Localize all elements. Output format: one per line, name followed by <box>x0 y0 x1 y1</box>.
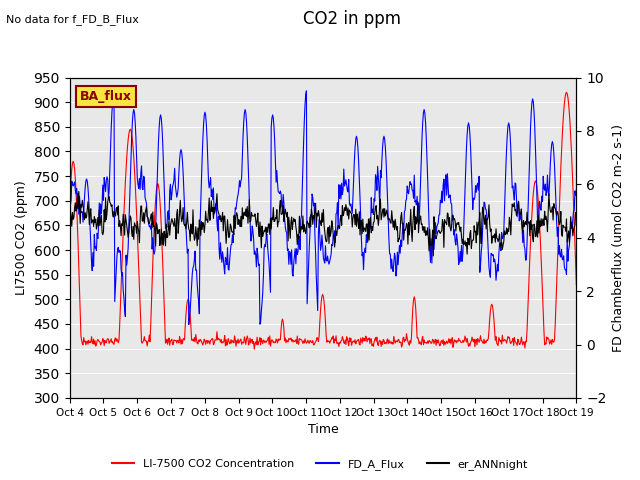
Text: No data for f_FD_B_Flux: No data for f_FD_B_Flux <box>6 14 140 25</box>
X-axis label: Time: Time <box>308 423 339 436</box>
Legend: LI-7500 CO2 Concentration, FD_A_Flux, er_ANNnight: LI-7500 CO2 Concentration, FD_A_Flux, er… <box>108 455 532 474</box>
Text: CO2 in ppm: CO2 in ppm <box>303 10 401 28</box>
Text: BA_flux: BA_flux <box>80 90 132 103</box>
Y-axis label: FD Chamberflux (umol CO2 m-2 s-1): FD Chamberflux (umol CO2 m-2 s-1) <box>612 124 625 352</box>
Y-axis label: LI7500 CO2 (ppm): LI7500 CO2 (ppm) <box>15 180 28 295</box>
